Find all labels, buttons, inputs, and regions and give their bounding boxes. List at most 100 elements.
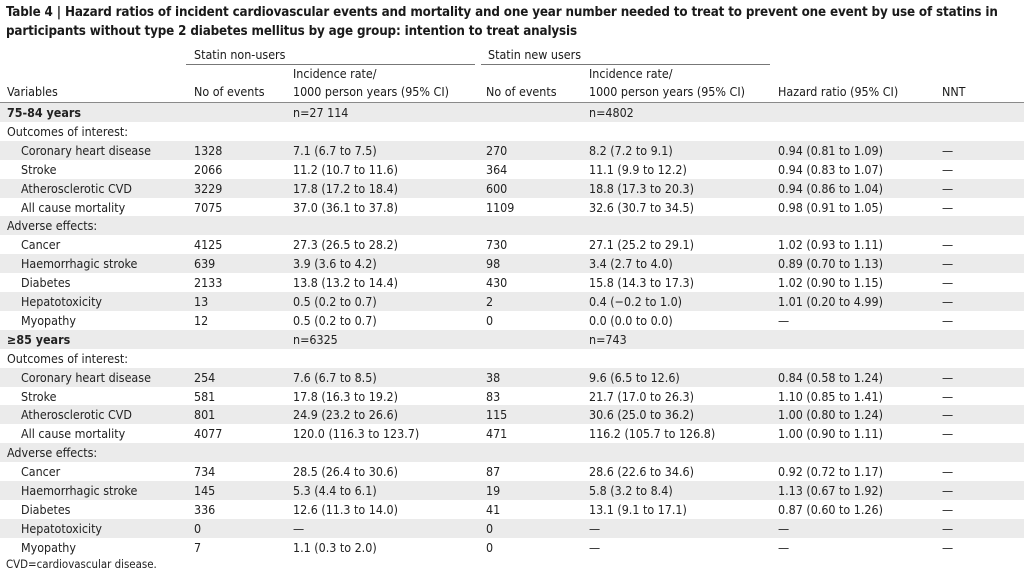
subheading-row: Outcomes of interest:: [0, 122, 1024, 141]
hazard-ratio: —: [778, 520, 790, 536]
rate-new-users: 9.6 (6.5 to 12.6): [589, 369, 680, 385]
row-variable: Atherosclerotic CVD: [21, 407, 132, 423]
table-row: Haemorrhagic stroke 639 3.9 (3.6 to 4.2) 98…: [0, 254, 1024, 274]
row-variable: Stroke: [21, 388, 57, 404]
nnt-value: —: [942, 388, 954, 404]
rate-new-users: 27.1 (25.2 to 29.1): [589, 237, 694, 253]
rate-new-users: 21.7 (17.0 to 26.3): [589, 388, 694, 404]
events-non-users: 4125: [194, 237, 223, 253]
table-row: Cancer 734 28.5 (26.4 to 30.6) 87 28.6 (22.6…: [0, 462, 1024, 481]
nnt-value: —: [942, 426, 954, 442]
n-new-users: n=4802: [589, 105, 634, 120]
subheading-label: Adverse effects:: [7, 445, 98, 461]
events-new-users: 0: [486, 520, 494, 536]
rate-non-users: 17.8 (16.3 to 19.2): [293, 388, 398, 404]
nnt-value: —: [942, 539, 954, 555]
events-non-users: 7075: [194, 199, 223, 215]
row-variable: Stroke: [21, 161, 57, 177]
hazard-ratio: 1.01 (0.20 to 4.99): [778, 294, 883, 309]
row-variable: Diabetes: [21, 275, 71, 291]
row-variable: All cause mortality: [21, 199, 126, 215]
rate-non-users: 120.0 (116.3 to 123.7): [293, 426, 420, 442]
subheading-row: Adverse effects:: [0, 443, 1024, 463]
age-group-label: 75-84 years: [7, 105, 82, 120]
events-new-users: 87: [486, 464, 501, 480]
table-row: Coronary heart disease 1328 7.1 (6.7 to 7.…: [0, 140, 1024, 160]
nnt-value: —: [942, 237, 954, 253]
events-non-users: 581: [194, 388, 216, 404]
hazard-ratio: 1.02 (0.90 to 1.15): [778, 275, 883, 291]
age-group-label: ≥85 years: [7, 331, 71, 347]
hazard-ratio: 1.13 (0.67 to 1.92): [778, 483, 883, 498]
events-new-users: 0: [486, 312, 494, 328]
nnt-value: —: [942, 180, 954, 196]
nnt-value: —: [942, 501, 954, 517]
events-new-users: 83: [486, 388, 501, 404]
n-non-users: n=27 114: [293, 105, 349, 120]
subheading-row: Adverse effects:: [0, 216, 1024, 236]
events-non-users: 2133: [194, 275, 223, 291]
table-row: Atherosclerotic CVD 3229 17.8 (17.2 to 18.…: [0, 178, 1024, 198]
n-non-users: n=6325: [293, 331, 338, 347]
header-nnt: NNT: [942, 84, 966, 99]
rate-non-users: 17.8 (17.2 to 18.4): [293, 180, 398, 196]
nnt-value: —: [942, 369, 954, 385]
hazard-ratio: 1.00 (0.80 to 1.24): [778, 407, 883, 423]
rate-non-users: 7.6 (6.7 to 8.5): [293, 369, 377, 385]
rate-non-users: 12.6 (11.3 to 14.0): [293, 501, 398, 517]
rate-new-users: 32.6 (30.7 to 34.5): [589, 199, 694, 215]
rate-new-users: 30.6 (25.0 to 36.2): [589, 407, 694, 423]
events-new-users: 38: [486, 369, 501, 385]
rate-new-users: 28.6 (22.6 to 34.6): [589, 464, 694, 480]
events-new-users: 41: [486, 501, 501, 517]
rate-new-users: 0.4 (−0.2 to 1.0): [589, 294, 683, 309]
nnt-value: —: [942, 407, 954, 423]
table-row: Cancer 4125 27.3 (26.5 to 28.2) 730 27.1 (25…: [0, 235, 1024, 254]
rate-new-users: 11.1 (9.9 to 12.2): [589, 161, 687, 177]
rate-non-users: 7.1 (6.7 to 7.5): [293, 142, 377, 158]
subheading-row: Outcomes of interest:: [0, 349, 1024, 368]
events-new-users: 364: [486, 161, 508, 177]
rate-new-users: —: [589, 520, 601, 536]
header-events-new-users: No of events: [486, 84, 557, 99]
table-number: Table 4 |: [6, 5, 61, 20]
table-row: Atherosclerotic CVD 801 24.9 (23.2 to 26.6…: [0, 405, 1024, 425]
nnt-value: —: [942, 275, 954, 291]
nnt-value: —: [942, 142, 954, 158]
table-row: Stroke 581 17.8 (16.3 to 19.2) 83 21.7 (17.0…: [0, 387, 1024, 406]
hazard-ratio: 0.92 (0.72 to 1.17): [778, 464, 883, 480]
table-row: Diabetes 336 12.6 (11.3 to 14.0) 41 13.1 (9.…: [0, 500, 1024, 519]
hazard-ratio: 0.94 (0.83 to 1.07): [778, 161, 883, 177]
events-new-users: 2: [486, 294, 494, 309]
header-hazard-ratio: Hazard ratio (95% CI): [778, 84, 899, 99]
hazard-ratio: 0.84 (0.58 to 1.24): [778, 369, 883, 385]
nnt-value: —: [942, 520, 954, 536]
rate-non-users: 28.5 (26.4 to 30.6): [293, 464, 398, 480]
events-non-users: 2066: [194, 161, 223, 177]
hazard-ratio: 1.00 (0.90 to 1.11): [778, 426, 883, 442]
events-non-users: 639: [194, 256, 216, 272]
events-non-users: 734: [194, 464, 216, 480]
events-new-users: 471: [486, 426, 508, 442]
table-footnote: CVD=cardiovascular disease.: [6, 557, 157, 571]
group-rule-new-users: [481, 64, 770, 65]
row-variable: Haemorrhagic stroke: [21, 256, 138, 272]
table-caption: Table 4 | Hazard ratios of incident card…: [6, 3, 1018, 41]
table-row: All cause mortality 4077 120.0 (116.3 to 1…: [0, 424, 1024, 443]
hazard-ratio: 0.94 (0.81 to 1.09): [778, 142, 883, 158]
table-row: Myopathy 7 1.1 (0.3 to 2.0) 0 — — —: [0, 538, 1024, 557]
rate-non-users: 0.5 (0.2 to 0.7): [293, 294, 377, 309]
rate-non-users: 24.9 (23.2 to 26.6): [293, 407, 398, 423]
rate-non-users: 5.3 (4.4 to 6.1): [293, 483, 377, 498]
events-new-users: 0: [486, 539, 494, 555]
hazard-ratio: —: [778, 539, 790, 555]
table-title: Hazard ratios of incident cardiovascular…: [6, 5, 998, 39]
row-variable: All cause mortality: [21, 426, 126, 442]
rate-non-users: —: [293, 520, 305, 536]
events-new-users: 115: [486, 407, 508, 423]
age-group-row: ≥85 years n=6325 n=743: [0, 329, 1024, 349]
group-rule-non-users: [186, 64, 475, 65]
row-variable: Cancer: [21, 237, 61, 253]
header-rate-non-users-line2: 1000 person years (95% CI): [293, 84, 449, 99]
